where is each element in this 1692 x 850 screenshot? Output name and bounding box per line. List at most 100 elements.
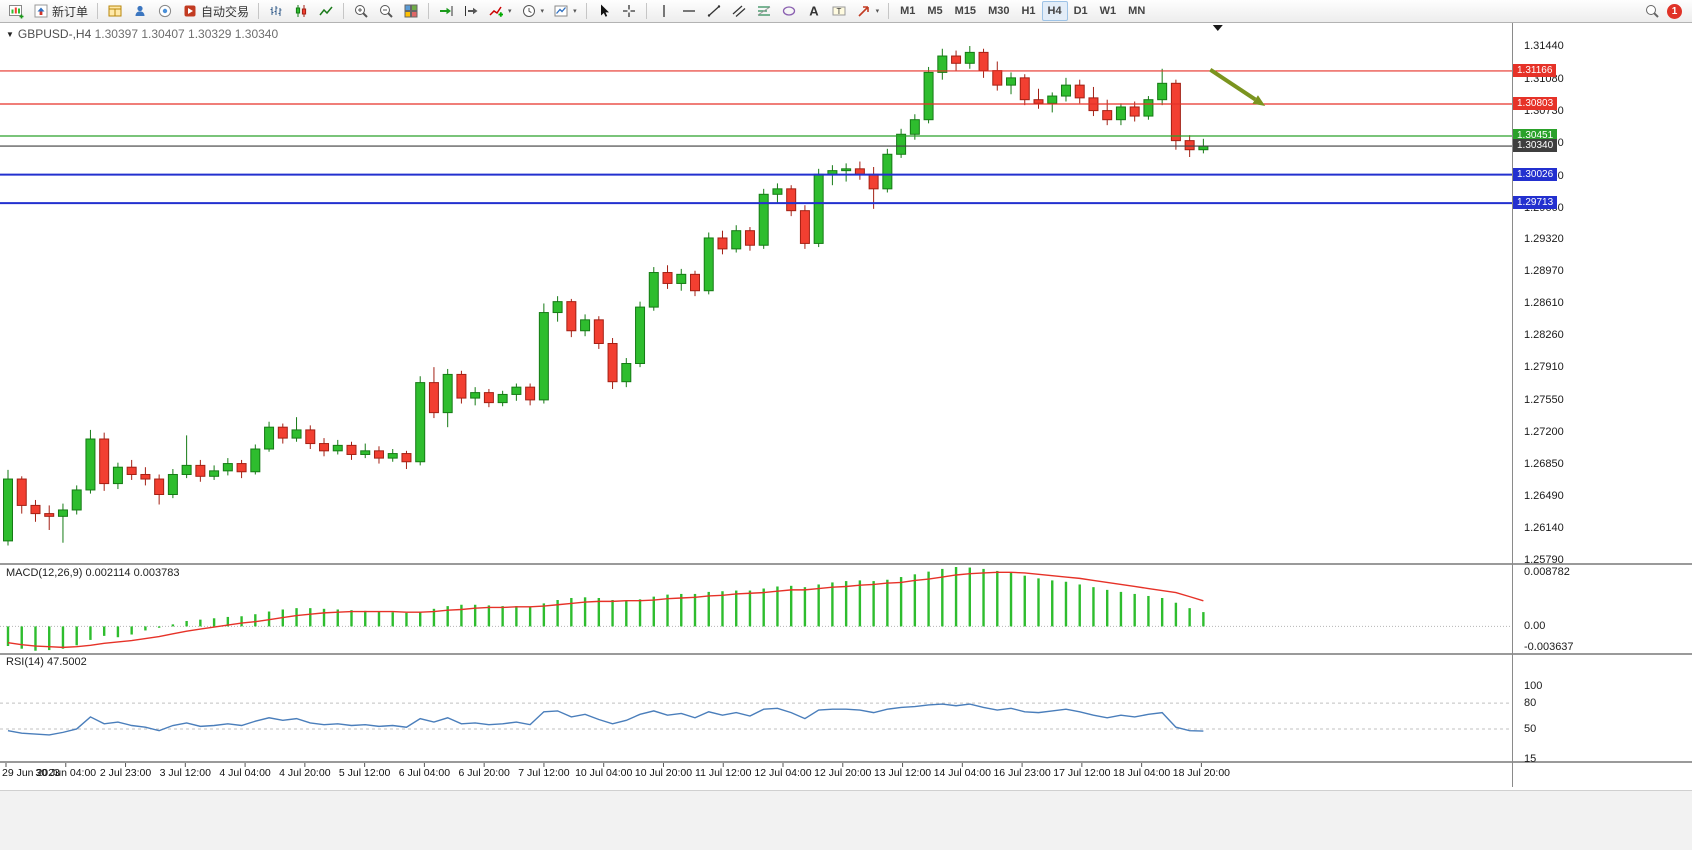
text-button[interactable]: A bbox=[802, 1, 826, 21]
candle bbox=[690, 270, 700, 297]
text-label-button[interactable]: T bbox=[827, 1, 851, 21]
annotation-arrow[interactable] bbox=[1209, 67, 1266, 107]
timeframe-button-m30[interactable]: M30 bbox=[982, 1, 1015, 21]
timeframe-button-h1[interactable]: H1 bbox=[1015, 1, 1041, 21]
zoom-out-button[interactable] bbox=[374, 1, 398, 21]
rsi-line bbox=[7, 703, 1204, 736]
candle-body bbox=[291, 429, 302, 439]
timeframe-button-h4[interactable]: H4 bbox=[1041, 1, 1068, 21]
candle bbox=[1143, 96, 1154, 120]
search-button[interactable] bbox=[1640, 1, 1664, 21]
zoom-in-button[interactable] bbox=[349, 1, 373, 21]
candle bbox=[442, 368, 453, 428]
arrows-button[interactable]: ▾ bbox=[852, 1, 884, 21]
candle-body bbox=[882, 153, 893, 190]
candle-body bbox=[1102, 110, 1113, 121]
timeframe-button-mn[interactable]: MN bbox=[1122, 1, 1151, 21]
candle-body bbox=[841, 168, 852, 172]
macd-histogram-bar bbox=[652, 596, 655, 627]
line-chart-button[interactable] bbox=[314, 1, 338, 21]
candle-body bbox=[1143, 99, 1154, 117]
candle-body bbox=[772, 188, 783, 195]
macd-histogram-bar bbox=[872, 581, 875, 627]
equidistant-channel-button[interactable] bbox=[727, 1, 751, 21]
candle-body bbox=[470, 392, 481, 399]
macd-histogram-bar bbox=[597, 597, 601, 627]
candle-body bbox=[57, 509, 68, 517]
candle-body bbox=[209, 470, 220, 477]
chart-shift-button[interactable] bbox=[459, 1, 483, 21]
toolbar-separator bbox=[585, 3, 587, 19]
candle bbox=[401, 450, 412, 470]
candle bbox=[1033, 88, 1044, 109]
tile-windows-button[interactable] bbox=[399, 1, 423, 21]
autotrading-button[interactable]: 自动交易 bbox=[178, 1, 253, 21]
candle bbox=[1129, 101, 1140, 122]
candle-body bbox=[71, 489, 82, 511]
bar-chart-button[interactable] bbox=[264, 1, 288, 21]
candle bbox=[676, 268, 687, 291]
candle bbox=[1074, 79, 1085, 104]
candle bbox=[786, 185, 797, 217]
macd-histogram-bar bbox=[556, 600, 559, 627]
macd-histogram-bar bbox=[20, 626, 23, 649]
horizontal-line-button[interactable] bbox=[677, 1, 701, 21]
macd-histogram-bar bbox=[680, 593, 683, 627]
macd-histogram-bar bbox=[996, 570, 999, 627]
cursor-button[interactable] bbox=[592, 1, 616, 21]
vertical-line-button[interactable] bbox=[652, 1, 676, 21]
candle-body bbox=[250, 448, 261, 473]
community-button[interactable] bbox=[153, 1, 177, 21]
timeframe-button-d1[interactable]: D1 bbox=[1068, 1, 1094, 21]
candle bbox=[126, 459, 137, 480]
trendline-button[interactable] bbox=[702, 1, 726, 21]
timeframe-button-m1[interactable]: M1 bbox=[894, 1, 921, 21]
fibonacci-button[interactable] bbox=[752, 1, 776, 21]
timeframe-button-m5[interactable]: M5 bbox=[921, 1, 948, 21]
candle-body bbox=[799, 210, 810, 244]
candle-body bbox=[690, 273, 700, 292]
candle bbox=[978, 48, 989, 78]
shapes-button[interactable] bbox=[777, 1, 801, 21]
candle bbox=[373, 446, 384, 464]
bar-chart-icon bbox=[270, 6, 282, 16]
timeframe-button-m15[interactable]: M15 bbox=[949, 1, 982, 21]
candle-body bbox=[442, 373, 453, 414]
periods-button[interactable]: ▾ bbox=[517, 1, 549, 21]
macd-histogram-bar bbox=[1092, 587, 1095, 627]
macd-histogram-bar bbox=[419, 611, 422, 627]
candle-body bbox=[937, 55, 948, 73]
candle bbox=[415, 376, 426, 466]
indicators-button[interactable]: ▾ bbox=[484, 1, 516, 21]
candle bbox=[332, 439, 343, 455]
timeframe-button-w1[interactable]: W1 bbox=[1094, 1, 1123, 21]
navigator-button[interactable] bbox=[128, 1, 152, 21]
new-chart-button[interactable] bbox=[4, 1, 28, 21]
candle-body bbox=[305, 429, 316, 445]
notifications-badge[interactable]: 1 bbox=[1667, 3, 1682, 19]
candle bbox=[744, 227, 755, 251]
new-order-button[interactable]: 新订单 bbox=[29, 1, 92, 21]
candle bbox=[305, 425, 316, 450]
macd-histogram-bar bbox=[583, 597, 587, 627]
candle-body bbox=[1019, 77, 1030, 101]
candle bbox=[841, 163, 852, 182]
candle-body bbox=[676, 273, 687, 284]
macd-histogram-bar bbox=[391, 612, 394, 627]
templates-button[interactable]: ▾ bbox=[549, 1, 581, 21]
market-watch-button[interactable] bbox=[103, 1, 127, 21]
macd-histogram-bar bbox=[611, 600, 614, 627]
candle bbox=[1170, 79, 1181, 150]
community-icon bbox=[158, 4, 172, 18]
macd-histogram-bar bbox=[6, 626, 10, 647]
candle-body bbox=[1115, 106, 1126, 121]
crosshair-button[interactable] bbox=[617, 1, 641, 21]
candle bbox=[1115, 103, 1126, 126]
candle-body bbox=[373, 450, 384, 459]
candle bbox=[497, 390, 508, 407]
chart-shift-marker[interactable] bbox=[1212, 25, 1223, 31]
candlestick-chart-button[interactable] bbox=[289, 1, 313, 21]
candle-body bbox=[593, 319, 604, 344]
auto-scroll-button[interactable] bbox=[434, 1, 458, 21]
